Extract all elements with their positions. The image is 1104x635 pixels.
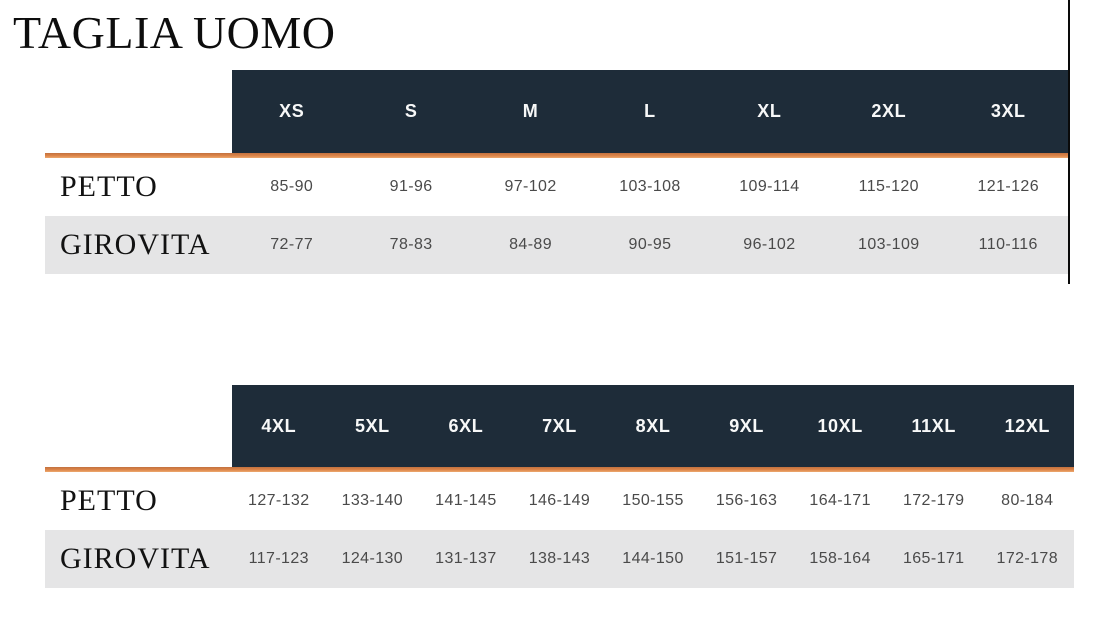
- row-label-girovita: GIROVITA: [60, 542, 211, 575]
- measurement-cell: 109-114: [739, 178, 800, 195]
- size-table-4xl-12xl: 4XL 5XL 6XL 7XL 8XL 9XL 10XL 11XL 12XL P…: [45, 385, 1074, 588]
- measurement-cell: 91-96: [389, 178, 433, 195]
- size-column-header-12xl: 12XL: [1004, 415, 1050, 436]
- measurement-cell: 97-102: [504, 178, 557, 195]
- size-table-xs-3xl: XS S M L XL 2XL 3XL PETTO 85-90 91-96 97…: [45, 70, 1068, 274]
- size-column-header-4xl: 4XL: [261, 415, 297, 436]
- measurement-cell: 165-171: [902, 550, 965, 567]
- measurement-cell: 141-145: [435, 492, 497, 509]
- size-column-header-11xl: 11XL: [911, 415, 956, 436]
- size-column-header-10xl: 10XL: [817, 415, 863, 436]
- row-label-petto: PETTO: [60, 484, 158, 517]
- table-row-petto: PETTO 127-132 133-140 141-145 146-149 15…: [45, 472, 1074, 530]
- measurement-cell: 156-163: [715, 492, 778, 509]
- measurement-cell: 85-90: [270, 178, 314, 195]
- table-row-girovita: GIROVITA 72-77 78-83 84-89 90-95 96-102 …: [45, 216, 1068, 274]
- measurement-cell: 146-149: [528, 492, 591, 509]
- size-header-row: XS S M L XL 2XL 3XL: [232, 70, 1068, 153]
- accent-divider: [45, 153, 1068, 158]
- size-column-header-3xl: 3XL: [990, 101, 1026, 121]
- size-column-header-8xl: 8XL: [635, 415, 671, 436]
- measurement-cell: 117-123: [248, 550, 309, 567]
- size-column-header-6xl: 6XL: [448, 415, 484, 436]
- size-column-header-s: S: [404, 101, 418, 121]
- measurement-cell: 103-108: [619, 178, 681, 195]
- measurement-cell: 96-102: [743, 236, 796, 253]
- table-row-petto: PETTO 85-90 91-96 97-102 103-108 109-114…: [45, 158, 1068, 216]
- measurement-cell: 84-89: [509, 236, 553, 253]
- measurement-cell: 172-178: [996, 550, 1059, 567]
- measurement-cell: 133-140: [341, 492, 404, 509]
- measurement-cell: 127-132: [248, 492, 310, 509]
- size-column-header-5xl: 5XL: [354, 415, 390, 436]
- size-column-header-7xl: 7XL: [542, 415, 577, 436]
- size-column-header-m: M: [522, 101, 539, 121]
- measurement-cell: 110-116: [978, 236, 1038, 253]
- measurement-cell: 151-157: [715, 550, 778, 567]
- measurement-cell: 150-155: [622, 492, 684, 509]
- right-edge-divider: [1068, 0, 1070, 284]
- measurement-cell: 121-126: [977, 178, 1039, 195]
- measurement-cell: 124-130: [341, 550, 404, 567]
- measurement-cell: 144-150: [622, 550, 684, 567]
- size-header-row: 4XL 5XL 6XL 7XL 8XL 9XL 10XL 11XL 12XL: [232, 385, 1074, 467]
- size-column-header-2xl: 2XL: [871, 101, 907, 121]
- size-column-header-xl: XL: [757, 101, 782, 121]
- measurement-cell: 164-171: [809, 492, 871, 509]
- accent-divider: [45, 467, 1074, 472]
- row-label-girovita: GIROVITA: [60, 228, 211, 261]
- measurement-cell: 72-77: [270, 236, 314, 253]
- measurement-cell: 80-184: [1001, 492, 1054, 509]
- measurement-cell: 78-83: [389, 236, 433, 253]
- measurement-cell: 103-109: [858, 236, 920, 253]
- table-row-girovita: GIROVITA 117-123 124-130 131-137 138-143…: [45, 530, 1074, 588]
- page-title: TAGLIA UOMO: [13, 7, 336, 58]
- measurement-cell: 158-164: [809, 550, 871, 567]
- size-column-header-l: L: [644, 101, 656, 121]
- measurement-cell: 115-120: [858, 178, 919, 195]
- size-column-header-9xl: 9XL: [729, 415, 764, 436]
- measurement-cell: 172-179: [902, 492, 965, 509]
- measurement-cell: 138-143: [528, 550, 591, 567]
- row-label-petto: PETTO: [60, 170, 158, 203]
- measurement-cell: 131-137: [435, 550, 497, 567]
- size-column-header-xs: XS: [279, 101, 305, 121]
- measurement-cell: 90-95: [628, 236, 672, 253]
